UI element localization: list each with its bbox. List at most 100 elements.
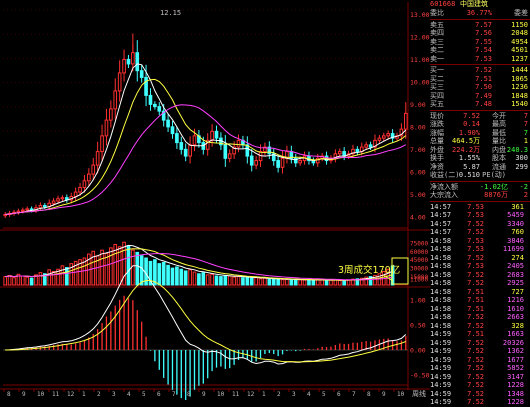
order-row[interactable]: 买二 7.51 1065 — [430, 75, 530, 84]
trade-volume: 2925 — [507, 279, 524, 287]
volume-bar — [104, 253, 109, 286]
candle-body — [20, 209, 25, 212]
trade-row[interactable]: 14:58 7.52 274 — [430, 254, 530, 263]
trade-row[interactable]: 14:59 7.52 1348 — [430, 390, 530, 399]
trade-price: 7.51 — [467, 296, 484, 304]
volume-bar — [337, 280, 342, 286]
trade-volume: 5459 — [507, 211, 524, 219]
order-row[interactable]: 卖四 7.56 2048 — [430, 29, 530, 38]
buy-orders: 买一 7.52 1444 买二 7.51 1065 买三 7.50 1236 买四 7.49 1848… — [430, 66, 530, 109]
trade-row[interactable]: 14:59 7.51 1663 — [430, 330, 530, 339]
candle-body — [144, 76, 148, 96]
macd-dea-line — [5, 280, 406, 363]
trade-row[interactable]: 14:58 7.51 1216 — [430, 296, 530, 305]
candle-body — [276, 160, 280, 168]
volume-bar — [307, 279, 311, 286]
volume-bar — [368, 276, 373, 286]
volume-tick-label: 45000 — [410, 257, 428, 264]
trade-row[interactable]: 14:58 7.53 3846 — [430, 237, 530, 246]
trade-price: 7.51 — [467, 330, 484, 338]
trade-row[interactable]: 14:59 7.52 1677 — [430, 356, 530, 365]
order-volume: 2048 — [511, 29, 528, 37]
trade-row[interactable]: 14:59 7.52 1228 — [430, 381, 530, 390]
trade-price: 7.52 — [467, 364, 484, 372]
trade-row[interactable]: 14:58 7.52 328 — [430, 322, 530, 331]
volume-bar — [161, 262, 166, 286]
trade-row[interactable]: 14:59 7.52 1362 — [430, 347, 530, 356]
volume-bar — [267, 278, 272, 286]
trade-row[interactable]: 14:57 7.52 760 — [430, 228, 530, 237]
time-tick-label: 5 — [142, 391, 146, 398]
macd-dif-line — [5, 265, 407, 365]
candle-body — [122, 58, 126, 74]
order-label: 买四 — [430, 91, 444, 100]
trade-row[interactable]: 14:58 7.53 11699 — [430, 245, 530, 254]
time-tick-label: 8 — [187, 391, 191, 398]
trade-row[interactable]: 14:58 7.52 2925 — [430, 279, 530, 288]
trade-time: 14:58 — [430, 287, 452, 296]
candle-body — [183, 148, 188, 157]
chart-area[interactable]: 13.0012.0011.0010.009.008.007.006.005.00… — [0, 0, 430, 400]
trade-row[interactable]: 14:57 7.52 3340 — [430, 220, 530, 229]
trade-price: 7.52 — [467, 381, 484, 389]
tick-trades-list[interactable]: 14:57 7.53 361 14:57 7.53 5459 14:57 7.52 3340 14… — [430, 203, 530, 407]
time-tick-label: 11 — [232, 391, 240, 398]
trade-row[interactable]: 14:59 7.52 20326 — [430, 339, 530, 348]
candle-body — [232, 146, 236, 155]
trade-row[interactable]: 14:57 7.53 5459 — [430, 211, 530, 220]
volume-bar — [293, 279, 298, 286]
trade-row[interactable]: 14:59 7.52 5852 — [430, 364, 530, 373]
time-tick-label: 4 — [127, 391, 131, 398]
trade-time: 14:59 — [430, 398, 452, 406]
time-tick-label: 5 — [322, 391, 326, 398]
order-row[interactable]: 买三 7.50 1236 — [430, 83, 530, 92]
order-row[interactable]: 卖五 7.57 1150 — [430, 21, 530, 30]
order-row[interactable]: 买五 7.48 1540 — [430, 100, 530, 109]
period-corner-label[interactable]: 周线 — [412, 389, 426, 398]
candle-body — [56, 198, 60, 202]
order-price: 7.54 — [475, 46, 492, 54]
order-label: 买五 — [430, 100, 444, 108]
time-tick-label: 8 — [7, 391, 11, 398]
trade-price: 7.52 — [467, 321, 484, 330]
trade-row[interactable]: 14:58 7.52 2683 — [430, 271, 530, 280]
volume-bar — [241, 277, 245, 286]
trade-price: 7.52 — [467, 279, 484, 287]
order-label: 买三 — [430, 83, 444, 91]
time-tick-label: 6 — [157, 391, 161, 398]
candle-body — [25, 208, 30, 211]
trade-row[interactable]: 14:57 7.53 361 — [430, 203, 530, 212]
volume-bar — [280, 279, 285, 286]
volume-bar — [201, 272, 206, 286]
trade-row[interactable]: 14:58 7.53 2405 — [430, 262, 530, 271]
trade-volume: 2663 — [507, 313, 524, 321]
trade-row[interactable]: 14:58 7.51 727 — [430, 288, 530, 297]
stat-value: 1.90% — [458, 128, 480, 137]
trade-volume: 274 — [511, 253, 524, 262]
volume-bar — [197, 273, 201, 286]
order-row[interactable]: 卖一 7.53 1237 — [430, 55, 530, 64]
trade-price: 7.51 — [467, 287, 484, 296]
volume-bar — [346, 279, 351, 286]
volume-bar — [271, 278, 276, 286]
volume-bar — [315, 279, 320, 286]
order-row[interactable]: 买四 7.49 1848 — [430, 92, 530, 101]
candle-body — [100, 135, 104, 153]
order-row[interactable]: 买一 7.52 1444 — [430, 66, 530, 75]
trade-price: 7.52 — [467, 372, 484, 381]
stat-label: 净资 — [430, 162, 444, 171]
trade-row[interactable]: 14:59 7.52 1228 — [430, 398, 530, 407]
time-tick-label: 12 — [247, 391, 255, 398]
trade-row[interactable]: 14:59 7.52 3147 — [430, 373, 530, 382]
trade-price: 7.53 — [467, 262, 484, 270]
order-row[interactable]: 卖二 7.54 4501 — [430, 46, 530, 55]
trade-row[interactable]: 14:58 7.51 1610 — [430, 305, 530, 314]
order-row[interactable]: 卖三 7.55 4954 — [430, 38, 530, 47]
volume-tick-label: 15000 — [410, 274, 428, 281]
order-price: 7.53 — [475, 54, 492, 63]
volume-tick-label: 60000 — [410, 249, 428, 256]
stock-header[interactable]: 601668 中国建筑 — [430, 0, 530, 9]
trade-row[interactable]: 14:58 7.52 2663 — [430, 313, 530, 322]
volume-bar — [34, 274, 38, 286]
trade-time: 14:59 — [430, 372, 452, 381]
